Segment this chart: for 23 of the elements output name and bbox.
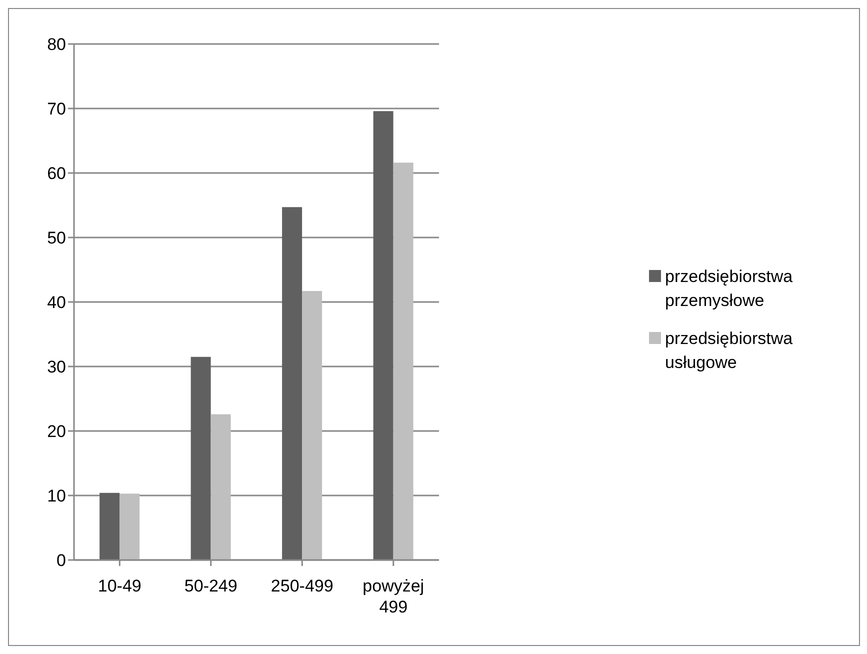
bar (210, 414, 231, 560)
y-tick-label: 60 (47, 164, 66, 184)
y-tick-label: 70 (47, 100, 66, 119)
bar (393, 162, 414, 560)
bar (100, 492, 120, 560)
bar (120, 494, 140, 560)
bar (190, 356, 211, 560)
y-tick-label: 80 (47, 35, 66, 54)
y-tick-label: 10 (47, 486, 66, 506)
y-tick-label: 30 (47, 358, 66, 377)
y-tick-label: 0 (56, 551, 66, 570)
bar (282, 207, 302, 560)
y-tick-label: 50 (47, 228, 66, 248)
legend-label: przedsiębiorstwa przemysłowe (665, 266, 794, 312)
y-tick-label: 20 (47, 422, 66, 442)
legend-label: przedsiębiorstwa usługowe (665, 328, 794, 374)
x-tick-label: powyżej 499 (362, 576, 424, 617)
x-tick-label: 10-49 (98, 576, 142, 596)
bar (373, 111, 394, 560)
y-tick-label: 40 (47, 293, 66, 312)
bar (302, 291, 322, 560)
x-tick-label: 250-499 (270, 576, 334, 596)
x-tick-label: 50-249 (184, 576, 238, 596)
